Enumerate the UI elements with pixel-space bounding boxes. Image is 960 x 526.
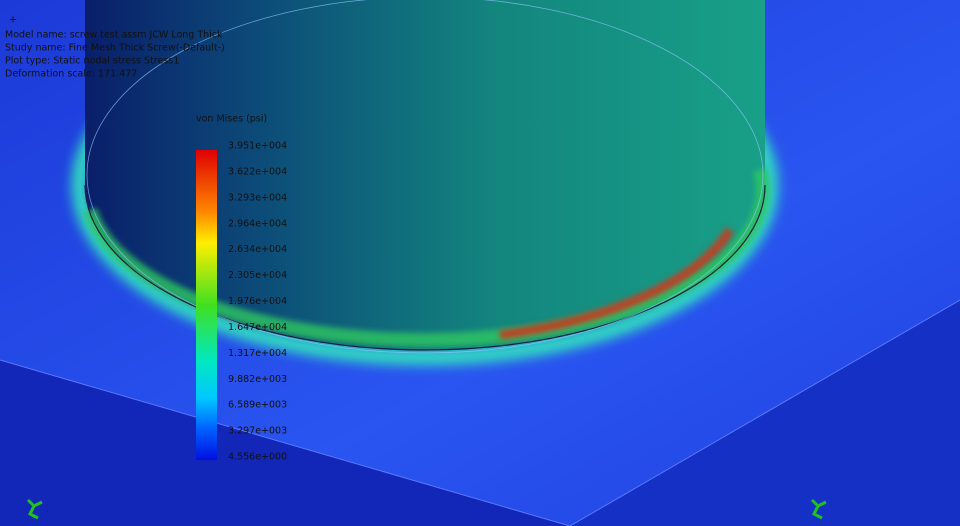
legend-title: von Mises (psi) <box>196 114 267 125</box>
origin-marker: + <box>9 15 17 26</box>
cylinder-outline <box>86 0 764 354</box>
color-scale <box>196 150 217 460</box>
legend-label: 3.622e+004 <box>228 166 287 177</box>
legend-label: 1.317e+004 <box>228 348 287 359</box>
info-line: Deformation scale: 171.477 <box>5 69 137 80</box>
legend-label: 2.305e+004 <box>228 270 287 281</box>
legend-label: 4.556e+000 <box>228 452 287 463</box>
stress-peak <box>499 227 734 340</box>
info-line: Model name: screw test assm JCW Long Thi… <box>5 30 223 41</box>
legend-label: 6.589e+003 <box>228 400 287 411</box>
info-line: Study name: Fine Mesh Thick Screw(-Defau… <box>5 43 225 54</box>
legend-label: 2.964e+004 <box>228 218 287 229</box>
edge <box>0 359 571 526</box>
info-line: Plot type: Static nodal stress Stress1 <box>5 56 179 67</box>
edge <box>569 299 960 526</box>
cylinder <box>85 0 765 350</box>
contact-edge <box>84 184 766 351</box>
legend-label: 9.882e+003 <box>228 374 287 385</box>
legend-label: 2.634e+004 <box>228 244 287 255</box>
legend-label: 3.951e+004 <box>228 141 287 152</box>
fixture-icon <box>810 498 827 520</box>
legend-label: 3.293e+004 <box>228 192 287 203</box>
legend-label: 1.647e+004 <box>228 322 287 333</box>
legend-label: 1.976e+004 <box>228 296 287 307</box>
fixture-icon <box>26 498 43 520</box>
legend-label: 3.297e+003 <box>228 426 287 437</box>
stress-band <box>83 167 771 348</box>
